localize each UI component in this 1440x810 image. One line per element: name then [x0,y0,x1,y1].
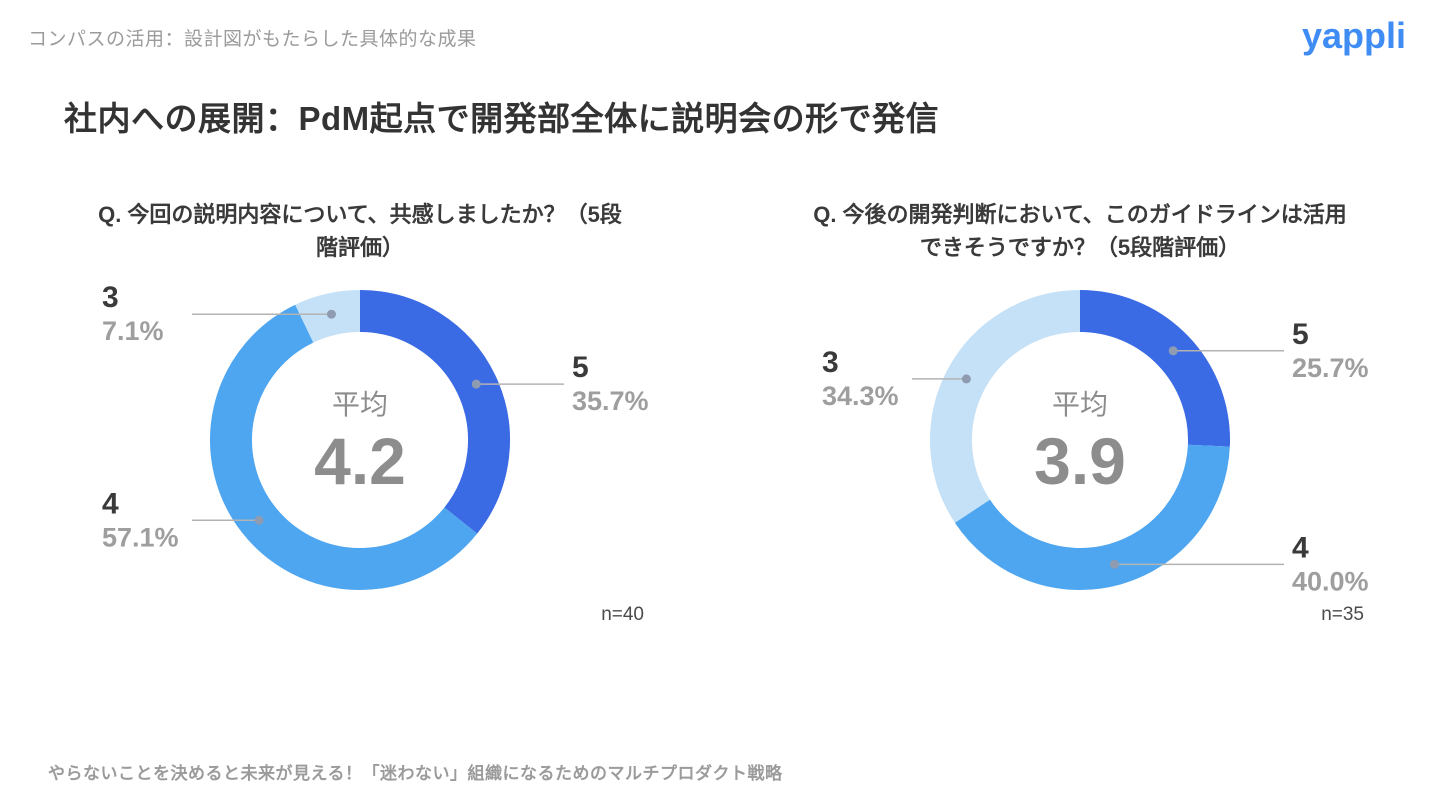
callout-dot-4 [254,515,264,525]
chart-section-right: Q. 今後の開発判断において、このガイドラインは活用できそうですか？（5段階評価… [720,198,1440,626]
callout-percent-4: 40.0% [1292,566,1369,596]
donut-center-label: 平均 [332,389,388,420]
callout-dot-5 [1168,346,1178,356]
donut-chart-left: 535.7% 457.1% 37.1% 平均 4.2 [102,281,649,590]
sample-size-left: n=40 [601,604,644,625]
footer-note: やらないことを決めると未来が見える！「迷わない」組織になるためのマルチプロダクト… [48,764,783,783]
callout-rating-5: 5 [1292,318,1309,351]
charts-row: Q. 今回の説明内容について、共感しましたか？（5段階評価） 5 35.7% 4 57… [0,198,1440,626]
callout-percent-3: 7.1% [102,316,164,346]
callout-dot-3 [326,309,336,319]
donut-chart-right: 525.7% 440.0% 334.3% 平均 3.9 [822,290,1369,596]
callout-percent-5: 25.7% [1292,353,1369,383]
callout-dot-3 [961,374,971,384]
callout-dot-4 [1109,559,1119,569]
donut-center-value: 4.2 [314,424,406,498]
callout-rating-3: 3 [822,346,839,379]
sample-size-right: n=35 [1321,604,1364,625]
donut-center-value: 3.9 [1034,424,1126,498]
callout-dot-5 [471,379,481,389]
callout-percent-3: 34.3% [822,381,899,411]
callout-rating-5: 5 [572,351,589,384]
top-bar: コンパスの活用：設計図がもたらした具体的な成果 yappli [0,0,1440,54]
callout-rating-4: 4 [1292,531,1309,564]
callout-percent-5: 35.7% [572,386,649,416]
callout-rating-3: 3 [102,281,119,314]
yappli-logo: yappli [1301,15,1406,56]
donut-center-label: 平均 [1052,389,1108,420]
callout-rating-4: 4 [102,487,119,520]
chart-section-left: Q. 今回の説明内容について、共感しましたか？（5段階評価） 5 35.7% 4 57… [0,198,720,626]
callout-percent-4: 57.1% [102,522,179,552]
breadcrumb: コンパスの活用：設計図がもたらした具体的な成果 [28,29,477,50]
chart-question-left: Q. 今回の説明内容について、共感しましたか？（5段階評価） [98,202,622,260]
chart-question-right: Q. 今後の開発判断において、このガイドラインは活用できそうですか？（5段階評価… [813,202,1347,260]
page-title: 社内への展開：PdM起点で開発部全体に説明会の形で発信 [64,100,940,137]
